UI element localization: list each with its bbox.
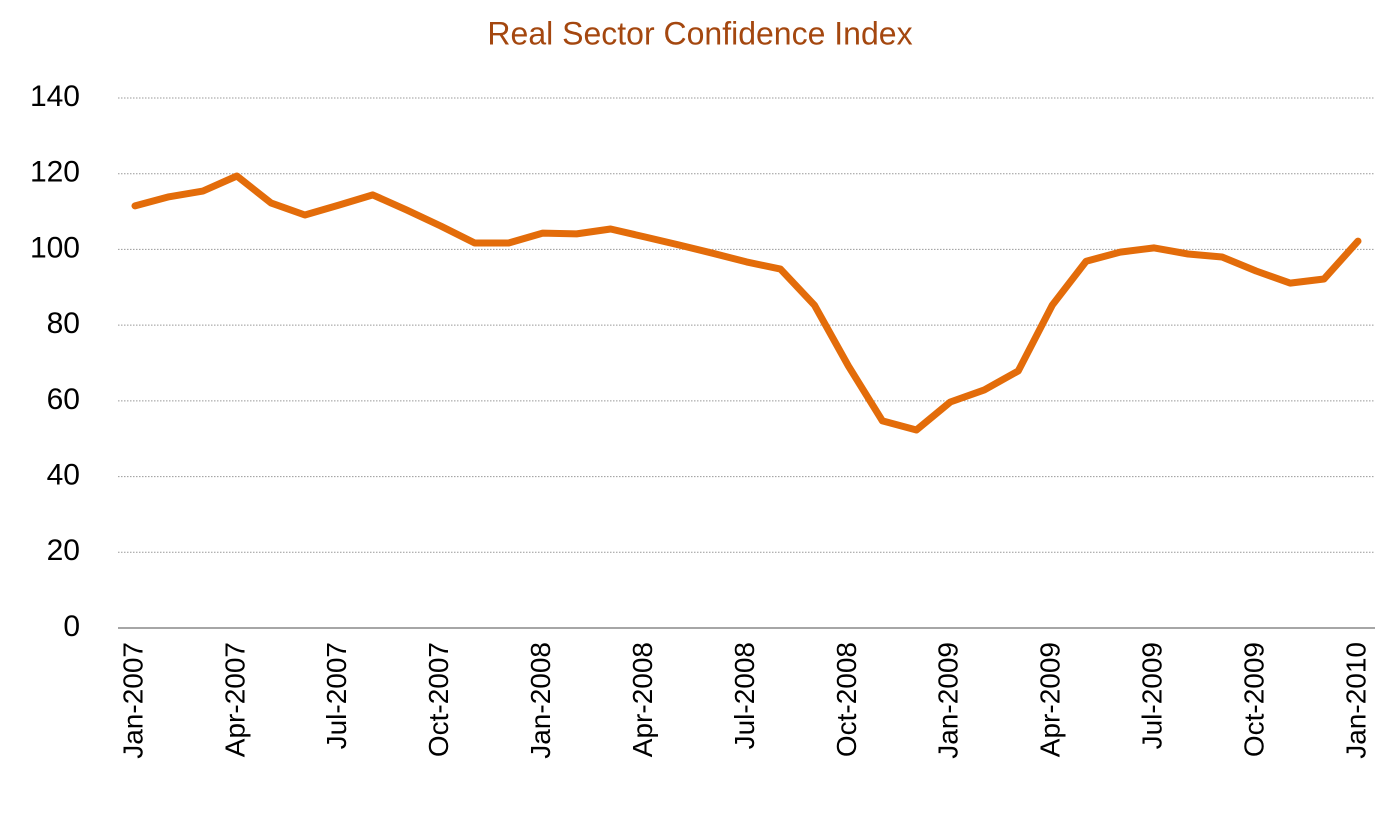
- x-tick-label: Jan-2007: [117, 642, 148, 759]
- y-tick-label: 0: [63, 610, 80, 643]
- x-tick-label: Oct-2007: [423, 642, 454, 757]
- y-tick-label: 20: [47, 534, 80, 567]
- y-tick-label: 80: [47, 307, 80, 340]
- x-tick-label: Oct-2009: [1238, 642, 1269, 757]
- y-tick-label: 120: [30, 156, 80, 189]
- chart-title: Real Sector Confidence Index: [487, 15, 912, 51]
- y-tick-label: 140: [30, 80, 80, 113]
- x-tick-label: Jan-2010: [1340, 642, 1371, 759]
- x-tick-label: Jan-2009: [933, 642, 964, 759]
- x-tick-label: Apr-2008: [627, 642, 658, 757]
- x-tick-label: Apr-2009: [1035, 642, 1066, 757]
- y-tick-label: 40: [47, 458, 80, 491]
- x-tick-label: Oct-2008: [831, 642, 862, 757]
- y-tick-label: 60: [47, 383, 80, 416]
- x-tick-label: Jul-2007: [321, 642, 352, 749]
- x-tick-label: Jul-2008: [729, 642, 760, 749]
- x-tick-label: Apr-2007: [219, 642, 250, 757]
- y-tick-label: 100: [30, 231, 80, 264]
- x-tick-label: Jan-2008: [525, 642, 556, 759]
- line-series: [131, 172, 1362, 434]
- x-tick-label: Jul-2009: [1137, 642, 1168, 749]
